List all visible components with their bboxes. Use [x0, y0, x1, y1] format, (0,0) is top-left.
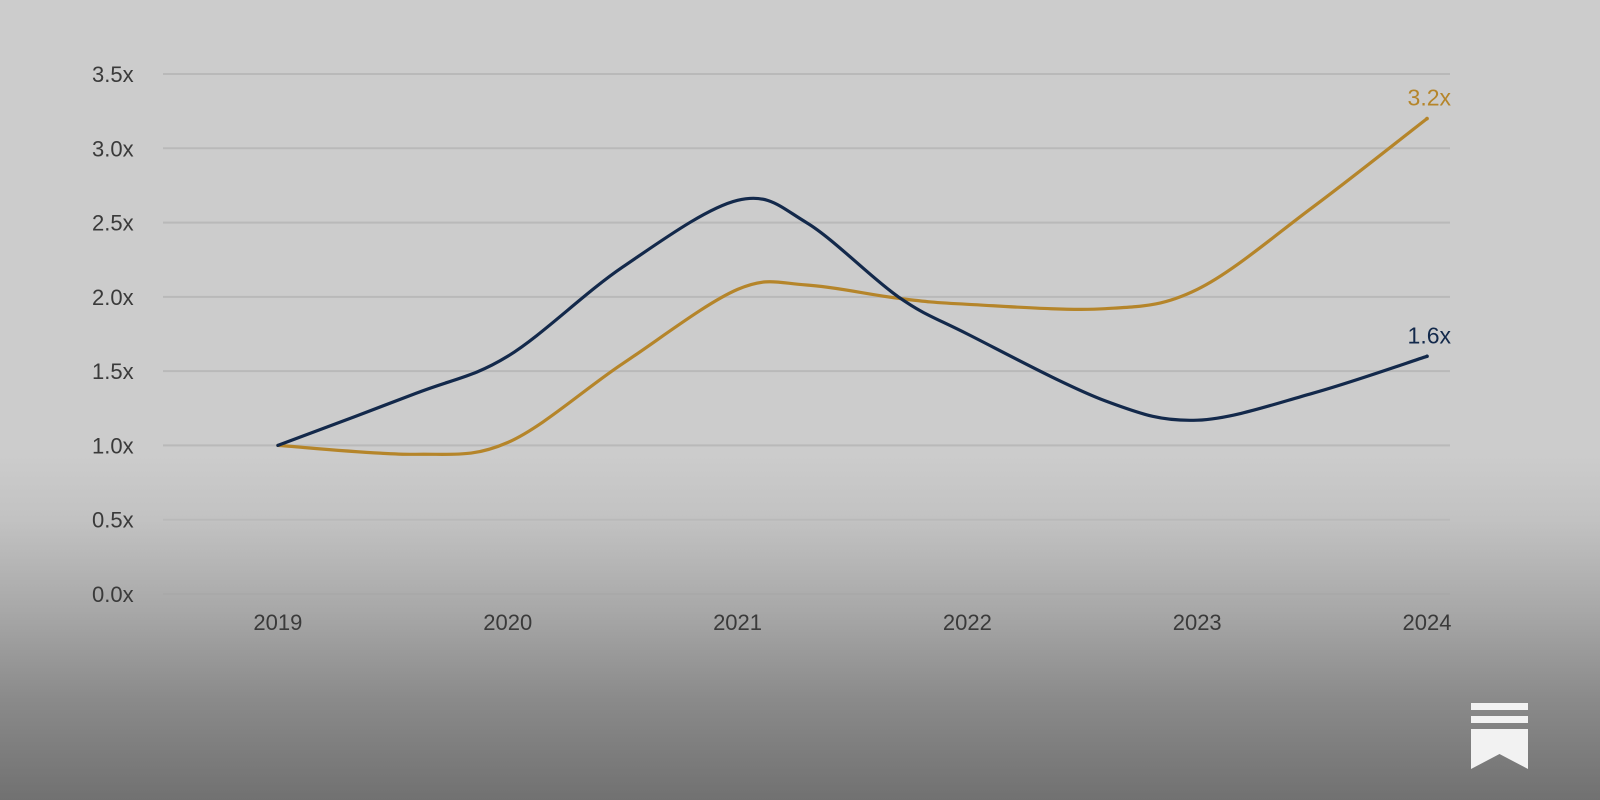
y-tick-label: 1.5x	[92, 359, 134, 384]
series-line-2	[276, 196, 1429, 447]
series-end-point	[1425, 116, 1429, 121]
x-axis-ticks: 2019 2020 2021 2022 2023 2024	[253, 610, 1451, 635]
x-tick-label: 2019	[253, 610, 302, 635]
x-tick-label: 2020	[483, 610, 532, 635]
y-tick-label: 1.0x	[92, 433, 134, 458]
series-line-1	[276, 117, 1429, 456]
series-end-point	[1425, 354, 1429, 359]
grid-lines	[163, 73, 1450, 595]
y-tick-label: 0.0x	[92, 582, 134, 607]
y-tick-label: 3.5x	[92, 62, 134, 87]
y-tick-label: 2.0x	[92, 285, 134, 310]
series-lines	[276, 116, 1429, 456]
end-labels: 3.2x 1.6x	[1408, 85, 1452, 349]
x-tick-label: 2023	[1173, 610, 1222, 635]
y-tick-label: 2.5x	[92, 211, 134, 236]
y-axis-ticks: 0.0x 0.5x 1.0x 1.5x 2.0x 2.5x 3.0x 3.5x	[92, 62, 134, 607]
x-tick-label: 2024	[1403, 610, 1452, 635]
y-tick-label: 0.5x	[92, 508, 134, 533]
series-end-label: 1.6x	[1408, 322, 1452, 348]
x-tick-label: 2021	[713, 610, 762, 635]
y-tick-label: 3.0x	[92, 136, 134, 161]
x-tick-label: 2022	[943, 610, 992, 635]
series-end-label: 3.2x	[1408, 85, 1452, 111]
bookmark-icon	[1471, 703, 1528, 769]
